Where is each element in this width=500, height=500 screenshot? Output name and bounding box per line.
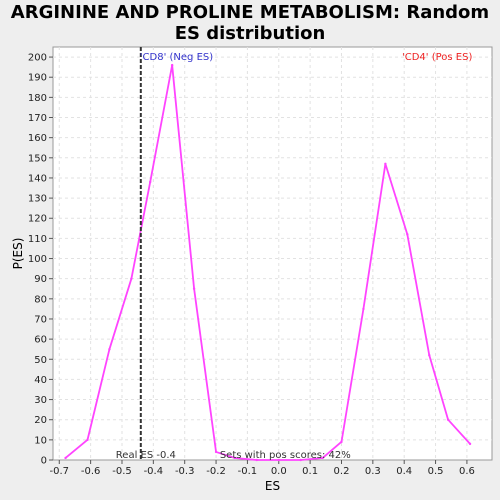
data-point <box>233 456 237 460</box>
es-distribution-line <box>64 64 471 461</box>
data-point <box>277 458 280 462</box>
x-tick-label: 0.2 <box>334 466 350 477</box>
data-point <box>255 458 259 462</box>
data-point <box>299 458 302 462</box>
pos-scores-label: Sets with pos scores: 42% <box>220 450 351 461</box>
x-tick-label: -0.3 <box>175 466 195 477</box>
real-es-label: Real ES -0.4 <box>116 450 176 461</box>
data-point <box>340 440 343 444</box>
data-point <box>468 442 472 446</box>
y-axis-ticks: 0 10 20 30 40 50 60 70 80 90 100 110 120 130 140 150 160… <box>28 53 53 467</box>
data-point <box>108 347 111 351</box>
y-tick-label: 10 <box>34 435 47 446</box>
y-tick-label: 170 <box>28 113 47 124</box>
data-point <box>362 307 365 311</box>
plot-area <box>52 46 493 461</box>
x-tick-label: 0.6 <box>459 466 475 477</box>
y-tick-label: 200 <box>28 53 47 64</box>
data-point <box>321 456 324 460</box>
data-point <box>149 180 152 184</box>
data-point <box>64 456 67 460</box>
y-tick-label: 90 <box>34 274 47 285</box>
data-point <box>86 438 89 442</box>
x-tick-label: -0.2 <box>206 466 226 477</box>
neg-es-label: 'CD8' (Neg ES) <box>140 52 213 63</box>
grid-lines <box>53 47 492 460</box>
pos-es-label: 'CD4' (Pos ES) <box>402 52 472 63</box>
data-point <box>192 287 196 290</box>
x-tick-label: -0.4 <box>144 466 164 477</box>
data-point <box>170 63 174 67</box>
data-point <box>384 162 387 166</box>
y-tick-label: 100 <box>28 254 47 265</box>
data-point <box>214 450 218 454</box>
x-axis-label: ES <box>265 479 280 493</box>
data-point <box>428 354 431 357</box>
data-point <box>406 233 409 236</box>
x-tick-label: -0.5 <box>112 466 132 477</box>
data-point <box>130 277 133 280</box>
x-axis-ticks: -0.7 -0.6 -0.5 -0.4 -0.3 -0.2 -0.1 0.0 0.1 0.2 0.3… <box>50 460 475 477</box>
y-tick-label: 20 <box>34 415 47 426</box>
y-axis-label: P(ES) <box>11 238 25 270</box>
y-tick-label: 60 <box>34 335 47 346</box>
y-tick-label: 190 <box>28 73 47 84</box>
series-group <box>64 63 472 462</box>
x-tick-label: 0.5 <box>428 466 444 477</box>
y-tick-label: 40 <box>34 375 47 386</box>
x-tick-label: 0.4 <box>396 466 412 477</box>
y-tick-label: 80 <box>34 294 47 305</box>
y-tick-label: 130 <box>28 194 47 205</box>
y-tick-label: 0 <box>41 456 47 467</box>
y-tick-label: 50 <box>34 355 47 366</box>
chart-title-line-2: ES distribution <box>174 23 326 44</box>
chart-title-line-1: ARGININE AND PROLINE METABOLISM: Random <box>10 2 490 23</box>
y-tick-label: 160 <box>28 133 47 144</box>
x-tick-label: 0.3 <box>365 466 381 477</box>
y-tick-label: 180 <box>28 93 47 104</box>
x-tick-label: -0.6 <box>81 466 101 477</box>
chart-title: ARGININE AND PROLINE METABOLISM: Random … <box>0 2 500 44</box>
x-tick-label: -0.1 <box>238 466 258 477</box>
data-point <box>446 418 450 421</box>
x-tick-label: -0.7 <box>50 466 70 477</box>
y-tick-label: 150 <box>28 153 47 164</box>
x-tick-label: 0.0 <box>271 466 287 477</box>
y-tick-label: 110 <box>28 234 47 245</box>
y-tick-label: 120 <box>28 214 47 225</box>
y-tick-label: 70 <box>34 314 47 325</box>
x-tick-label: 0.1 <box>302 466 318 477</box>
y-tick-label: 30 <box>34 395 47 406</box>
y-tick-label: 140 <box>28 173 47 184</box>
